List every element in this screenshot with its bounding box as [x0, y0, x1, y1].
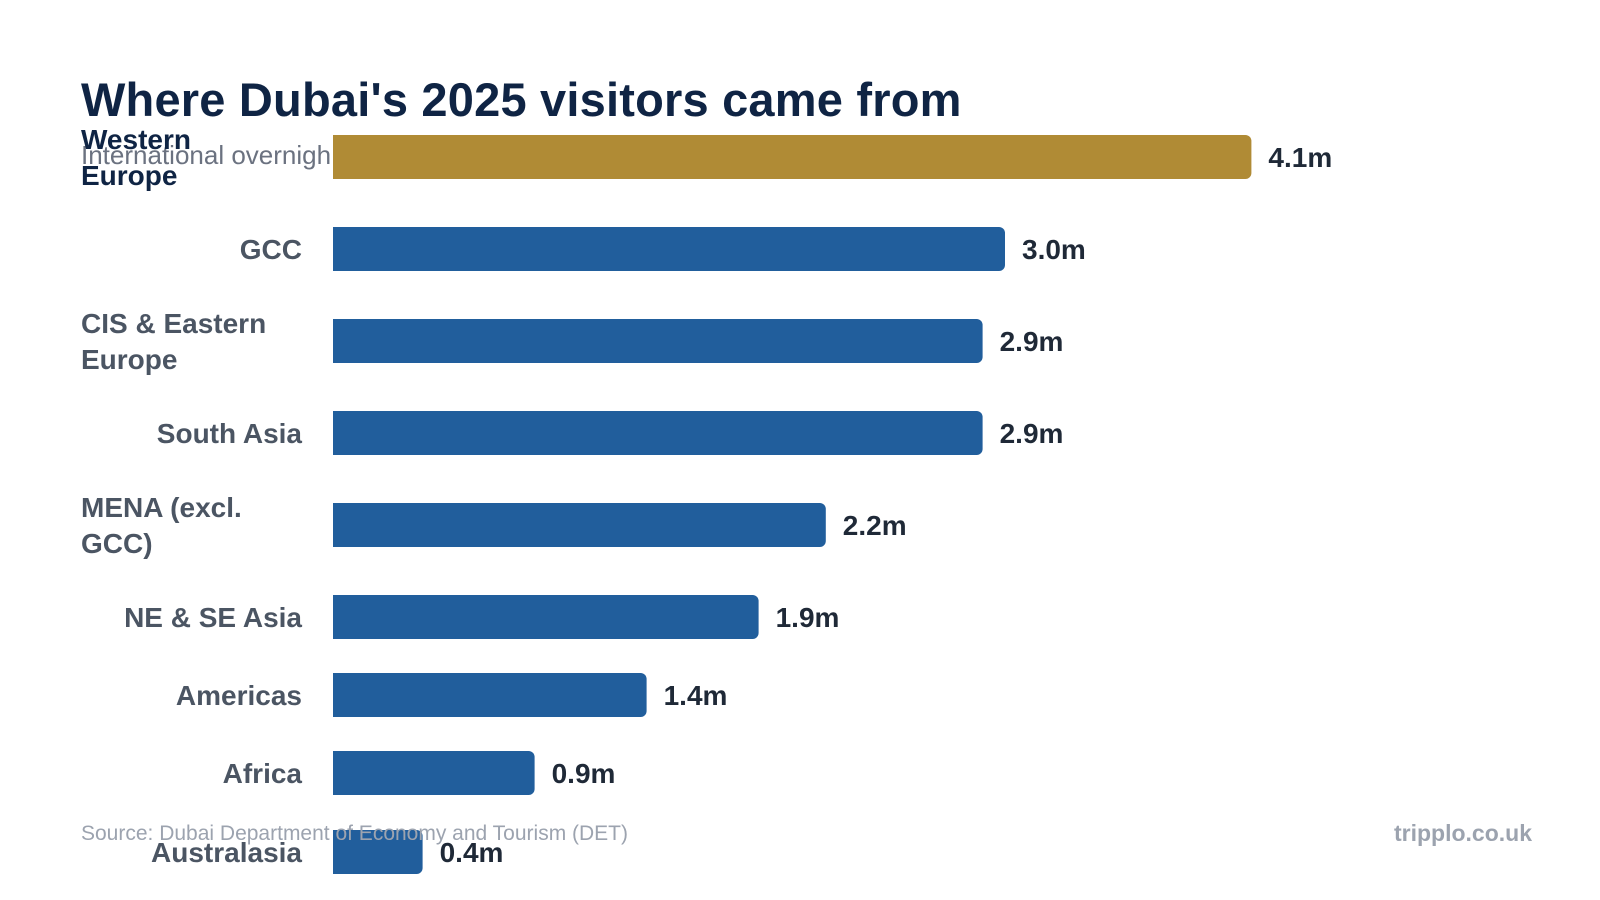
bar-8	[333, 830, 423, 874]
bar-3-base	[333, 411, 341, 455]
source-note: Source: Dubai Department of Economy and …	[81, 822, 629, 845]
bar-1-base	[333, 227, 341, 271]
bar-2-base	[333, 319, 341, 363]
category-label-7: Africa	[223, 758, 303, 789]
value-label-6: 1.4m	[664, 680, 728, 711]
brand-credit: tripplo.co.uk	[1394, 820, 1532, 846]
category-label-4-line-1: GCC)	[81, 528, 153, 559]
value-label-2: 2.9m	[1000, 326, 1064, 357]
category-label-4: MENA (excl. GCC)	[81, 492, 242, 559]
value-label-3: 2.9m	[1000, 418, 1064, 449]
chart-title: Where Dubai's 2025 visitors came from	[81, 73, 962, 126]
chart-subtitle: International overnight visitors	[81, 140, 331, 170]
value-label-0: 4.1m	[1268, 142, 1332, 173]
category-label-5: NE & SE Asia	[124, 602, 302, 633]
bar-3	[333, 411, 983, 455]
bar-0-base	[333, 135, 341, 179]
bar-6-base	[333, 673, 341, 717]
category-label-1: GCC	[240, 234, 302, 265]
category-label-3: South Asia	[157, 418, 303, 449]
category-label-0: Western Europe	[81, 124, 191, 191]
bar-8-base	[333, 830, 341, 874]
bar-4-base	[333, 503, 341, 547]
bar-4	[333, 503, 826, 547]
value-label-4: 2.2m	[843, 510, 907, 541]
value-label-8: 0.4m	[440, 837, 504, 868]
bar-7	[333, 751, 535, 795]
bar-6	[333, 673, 647, 717]
bar-2	[333, 319, 983, 363]
category-label-2-line-0: CIS & Eastern	[81, 308, 266, 339]
category-label-2-line-1: Europe	[81, 344, 177, 375]
bar-5	[333, 595, 759, 639]
category-label-4-line-0: MENA (excl.	[81, 492, 242, 523]
category-label-0-line-0: Western	[81, 124, 191, 155]
value-label-5: 1.9m	[776, 602, 840, 633]
value-label-1: 3.0m	[1022, 234, 1086, 265]
category-label-0-line-1: Europe	[81, 160, 177, 191]
bar-1	[333, 227, 1005, 271]
category-label-6: Americas	[176, 680, 302, 711]
bar-5-base	[333, 595, 341, 639]
value-label-7: 0.9m	[552, 758, 616, 789]
bar-0	[333, 135, 1252, 179]
bar-7-base	[333, 751, 341, 795]
category-label-2: CIS & Eastern Europe	[81, 308, 266, 375]
category-label-8: Australasia	[151, 837, 302, 868]
